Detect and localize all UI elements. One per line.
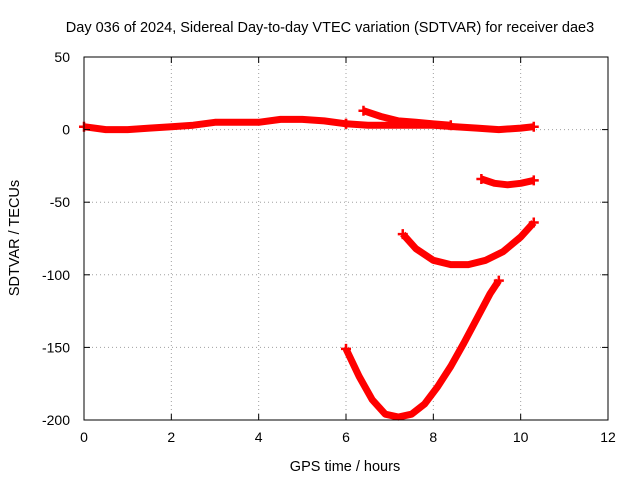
series-arc-f — [341, 275, 504, 421]
series-endpoint-marker — [341, 343, 351, 354]
series-endpoint-marker — [528, 217, 539, 228]
series-endpoint-marker — [358, 105, 369, 116]
y-tick-label: 50 — [54, 49, 70, 65]
series-trace — [362, 107, 452, 129]
y-tick-label: -50 — [50, 194, 70, 210]
x-tick-label: 0 — [80, 429, 88, 445]
series-trace — [400, 220, 537, 269]
series-endpoint-marker — [341, 118, 351, 129]
y-tick-labels: -200 -150 -100 -50 0 50 — [42, 49, 70, 428]
x-tick-labels: 0 2 4 6 8 10 12 — [80, 429, 616, 445]
data-series — [79, 105, 539, 421]
y-tick-label: -100 — [42, 267, 70, 283]
series-endpoint-marker — [528, 121, 539, 132]
x-tick-label: 10 — [513, 429, 529, 445]
y-axis-label: SDTVAR / TECUs — [7, 180, 23, 296]
x-tick-label: 2 — [167, 429, 175, 445]
series-arc-e — [397, 217, 539, 269]
series-endpoint-marker — [476, 173, 487, 184]
series-trace — [83, 115, 347, 134]
series-endpoint-marker — [493, 275, 504, 286]
series-arc-a — [79, 115, 351, 134]
x-tick-label: 8 — [429, 429, 437, 445]
series-arc-d — [476, 173, 539, 189]
x-tick-label: 12 — [600, 429, 616, 445]
x-axis-label: GPS time / hours — [290, 459, 400, 475]
axis-ticks — [83, 56, 609, 421]
series-arc-c — [358, 105, 456, 131]
x-tick-label: 4 — [255, 429, 263, 445]
y-tick-label: -150 — [42, 339, 70, 355]
series-trace — [480, 175, 535, 189]
x-tick-label: 6 — [342, 429, 350, 445]
series-endpoint-marker — [445, 120, 456, 131]
y-tick-label: 0 — [62, 122, 70, 138]
chart-title: Day 036 of 2024, Sidereal Day-to-day VTE… — [66, 20, 594, 36]
y-tick-label: -200 — [42, 412, 70, 428]
series-trace — [342, 278, 502, 421]
series-endpoint-marker — [397, 229, 408, 240]
series-endpoint-marker — [528, 175, 539, 186]
grid-lines — [84, 57, 608, 420]
